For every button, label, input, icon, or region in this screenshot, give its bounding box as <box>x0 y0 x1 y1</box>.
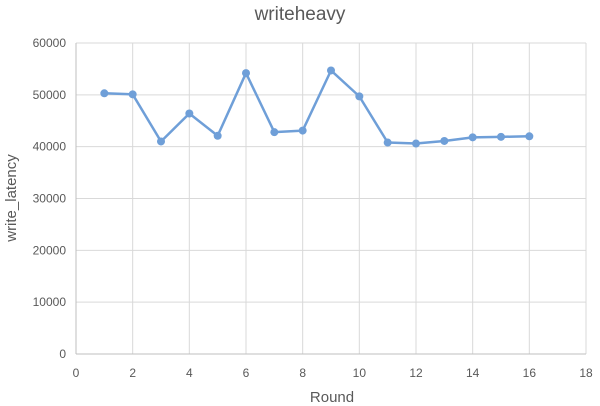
data-point <box>497 132 505 141</box>
data-point <box>157 137 165 146</box>
data-point <box>242 69 250 78</box>
data-point <box>440 136 449 145</box>
x-axis-title: Round <box>310 389 354 406</box>
data-point <box>383 138 392 147</box>
data-point <box>185 109 194 118</box>
data-point <box>270 128 279 137</box>
x-tick-label: 12 <box>409 366 423 380</box>
y-tick-label: 50000 <box>33 88 67 102</box>
y-tick-label: 30000 <box>33 192 67 206</box>
y-axis-title: write_latency <box>3 154 20 243</box>
y-tick-label: 60000 <box>33 36 67 50</box>
x-tick-label: 14 <box>466 366 480 380</box>
x-tick-label: 10 <box>353 366 367 380</box>
gridlines <box>76 42 587 354</box>
y-tick-label: 0 <box>59 347 66 361</box>
x-tick-label: 6 <box>243 366 250 380</box>
tick-labels: 0 10000 20000 30000 40000 50000 60000 0 2 4 6 8 10 12… <box>33 36 593 380</box>
y-tick-label: 20000 <box>33 243 67 257</box>
y-tick-label: 10000 <box>33 295 67 309</box>
data-point <box>525 132 534 141</box>
x-tick-label: 2 <box>129 366 136 380</box>
chart-title: writeheavy <box>254 4 346 25</box>
x-tick-label: 16 <box>523 366 537 380</box>
series-line <box>103 69 531 145</box>
x-tick-label: 0 <box>73 366 80 380</box>
x-tick-label: 18 <box>579 366 593 380</box>
data-point <box>128 90 137 99</box>
data-point <box>213 131 222 140</box>
data-point <box>298 126 307 135</box>
data-point <box>468 133 477 142</box>
axes <box>75 43 586 355</box>
series-layer <box>100 66 534 148</box>
data-point <box>100 89 109 98</box>
data-point <box>327 66 335 75</box>
y-tick-label: 40000 <box>33 140 67 154</box>
data-point <box>355 92 364 101</box>
x-tick-label: 8 <box>299 366 306 380</box>
x-tick-label: 4 <box>186 366 193 380</box>
data-point <box>412 139 420 148</box>
